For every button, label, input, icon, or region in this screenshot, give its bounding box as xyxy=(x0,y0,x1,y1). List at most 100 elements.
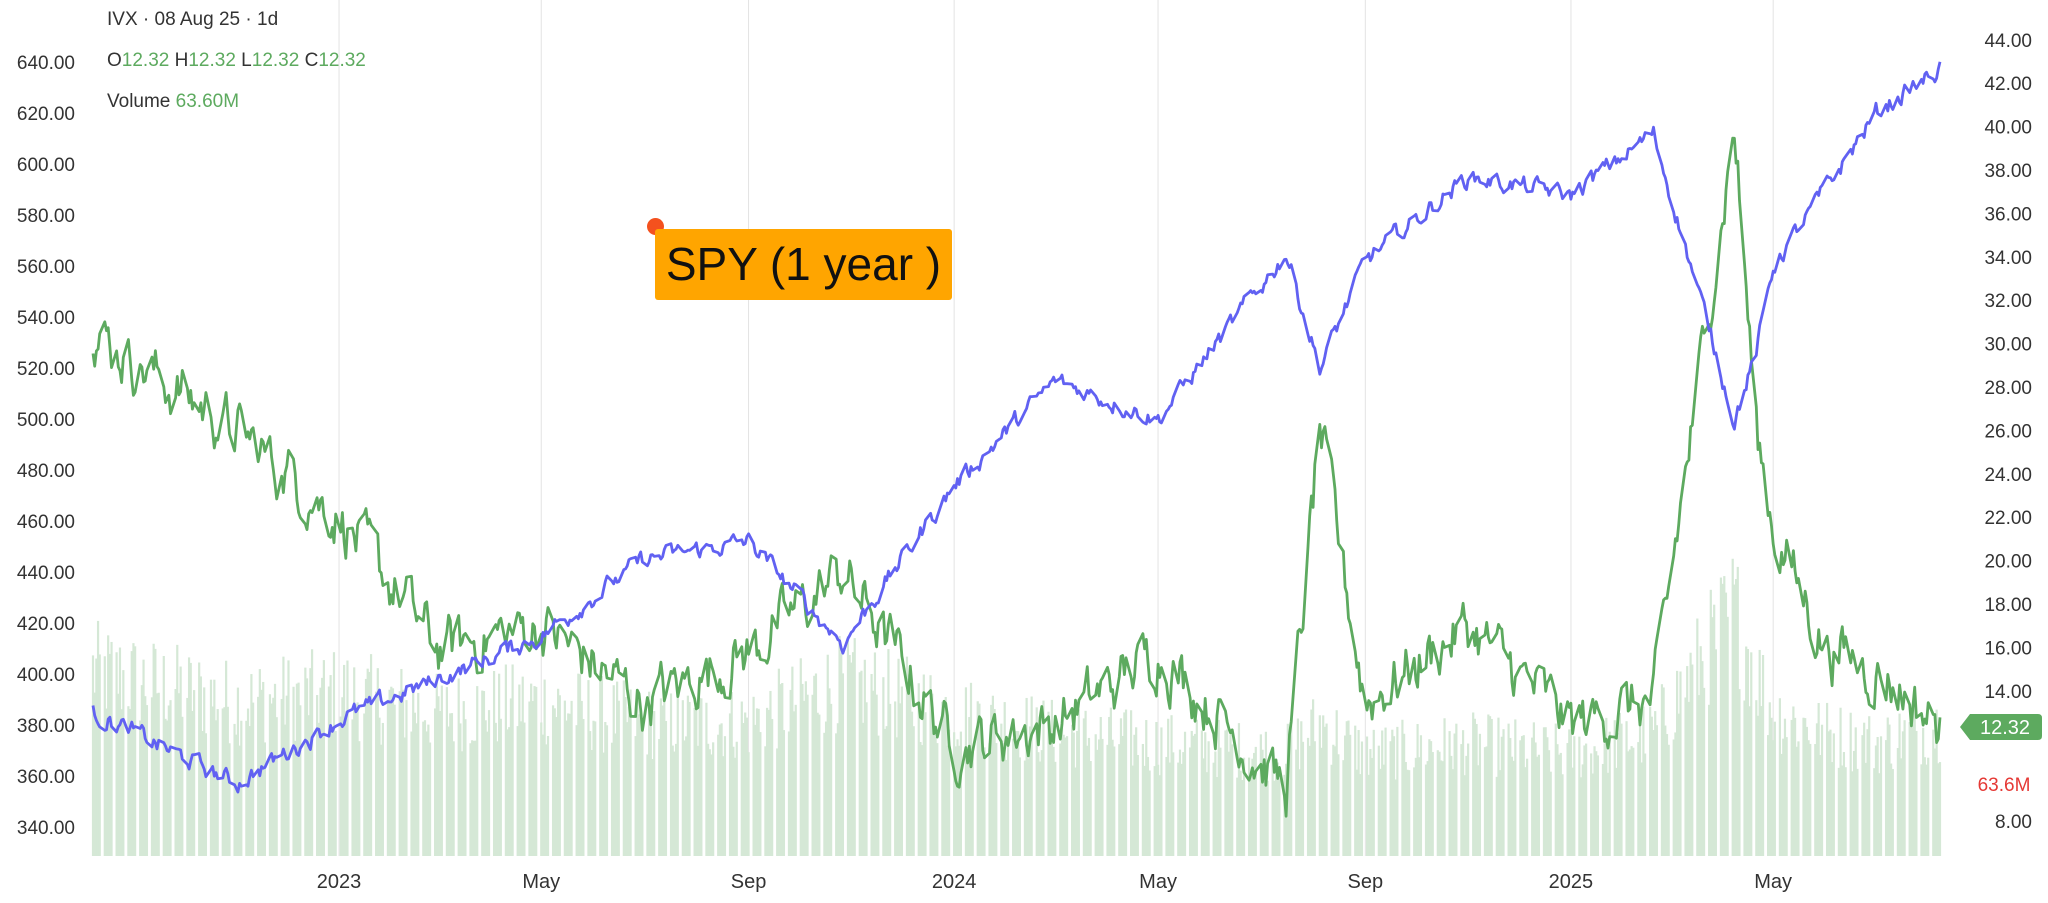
volume-bar xyxy=(134,646,137,856)
volume-bar xyxy=(1295,749,1298,856)
annotation-label[interactable]: SPY (1 year ) xyxy=(655,229,952,300)
volume-bar xyxy=(685,736,688,856)
volume-bar xyxy=(776,748,779,856)
volume-bar xyxy=(1578,736,1581,856)
volume-bar xyxy=(823,732,826,856)
volume-bar xyxy=(310,649,314,856)
symbol-info: IVX · 08 Aug 25 · 1d xyxy=(107,9,279,30)
volume-bar xyxy=(139,720,142,856)
right-tick-label: 20.00 xyxy=(1984,552,2032,573)
volume-bar xyxy=(1829,729,1832,856)
volume-bar xyxy=(1418,757,1421,856)
volume-bar xyxy=(1308,745,1311,856)
volume-bar xyxy=(1746,649,1749,856)
volume-bar xyxy=(1365,736,1369,856)
volume-bar xyxy=(1743,700,1746,856)
x-tick-label: May xyxy=(1754,871,1792,893)
volume-bar xyxy=(437,696,440,856)
volume-bar xyxy=(1844,767,1847,856)
volume-bar xyxy=(1585,743,1588,856)
volume-bar xyxy=(1590,753,1593,856)
volume-bar xyxy=(410,731,413,856)
volume-bar xyxy=(1601,763,1605,856)
volume-bar xyxy=(176,644,179,856)
volume-bar xyxy=(127,706,130,856)
volume-bar xyxy=(1335,710,1338,856)
volume-bar xyxy=(728,713,732,856)
volume-bar xyxy=(1251,758,1254,856)
volume-bar xyxy=(103,656,106,856)
volume-bar xyxy=(380,744,383,856)
volume-bar xyxy=(1027,758,1030,856)
volume-bar xyxy=(1573,736,1576,856)
volume-bar xyxy=(181,716,184,856)
volume-bar xyxy=(1028,726,1032,856)
volume-bar xyxy=(305,678,309,856)
volume-bar xyxy=(1809,743,1812,856)
volume-bar xyxy=(777,668,780,856)
volume-bar xyxy=(1783,718,1787,856)
ivx-last-value: 12.32 xyxy=(1980,717,2030,739)
volume-bar xyxy=(132,643,135,856)
volume-bar xyxy=(661,705,664,856)
volume-bar xyxy=(791,666,794,856)
volume-bar xyxy=(1178,749,1182,856)
volume-bar xyxy=(96,620,100,856)
volume-bar xyxy=(612,685,615,856)
volume-bar xyxy=(521,676,524,856)
volume-bar xyxy=(1606,772,1610,856)
volume-bar xyxy=(1495,776,1498,856)
volume-bar xyxy=(1301,741,1305,856)
volume-bar xyxy=(1001,743,1005,856)
volume-bar xyxy=(769,690,772,856)
volume-bar xyxy=(1332,744,1335,856)
volume-bar xyxy=(1253,752,1256,856)
volume-bar xyxy=(508,727,511,856)
volume-bar xyxy=(610,742,614,856)
volume-bar xyxy=(1355,769,1359,856)
volume-bar xyxy=(1638,713,1642,856)
volume-bar xyxy=(201,730,204,856)
volume-bar xyxy=(1831,762,1834,856)
volume-bar xyxy=(1748,706,1751,856)
volume-bar xyxy=(1583,745,1586,856)
volume-bar xyxy=(863,659,866,856)
volume-bar xyxy=(1460,744,1463,856)
time-axis: 2023 May Sep 2024 May Sep 2025 May xyxy=(317,871,1792,893)
volume-bar xyxy=(1345,721,1348,856)
volume-bar xyxy=(1630,746,1633,856)
volume-bar xyxy=(321,677,324,856)
volume-bar xyxy=(1660,684,1664,856)
volume-bar xyxy=(484,720,487,856)
volume-bar xyxy=(1133,734,1136,856)
volume-bar xyxy=(946,745,949,856)
volume-bar xyxy=(836,723,839,856)
volume-bar xyxy=(956,739,959,856)
volume-bar xyxy=(1158,775,1161,856)
volume-bar xyxy=(558,695,561,856)
volume-bar xyxy=(567,713,570,856)
volume-bar xyxy=(1298,769,1301,856)
volume-bar xyxy=(1463,775,1466,856)
volume-bar xyxy=(934,737,937,856)
volume-bar xyxy=(1146,756,1150,856)
volume-bar xyxy=(1290,725,1293,856)
volume-bar xyxy=(1854,727,1857,856)
volume-bar xyxy=(1414,757,1417,856)
volume-bar xyxy=(1357,730,1360,856)
volume-bar xyxy=(1886,717,1889,856)
volume-bar xyxy=(93,692,96,856)
volume-bar xyxy=(1709,589,1712,856)
volume-bar xyxy=(304,667,307,856)
volume-bar xyxy=(1040,750,1043,856)
volume-bar xyxy=(710,754,713,856)
right-tick-label: 42.00 xyxy=(1984,74,2032,95)
volume-bar xyxy=(1247,757,1251,856)
volume-bar xyxy=(1780,753,1783,856)
volume-bar xyxy=(1750,652,1753,856)
x-tick-label: May xyxy=(522,871,560,893)
volume-bar xyxy=(1344,735,1347,856)
volume-bar xyxy=(144,696,147,856)
volume-bar xyxy=(1546,737,1549,856)
